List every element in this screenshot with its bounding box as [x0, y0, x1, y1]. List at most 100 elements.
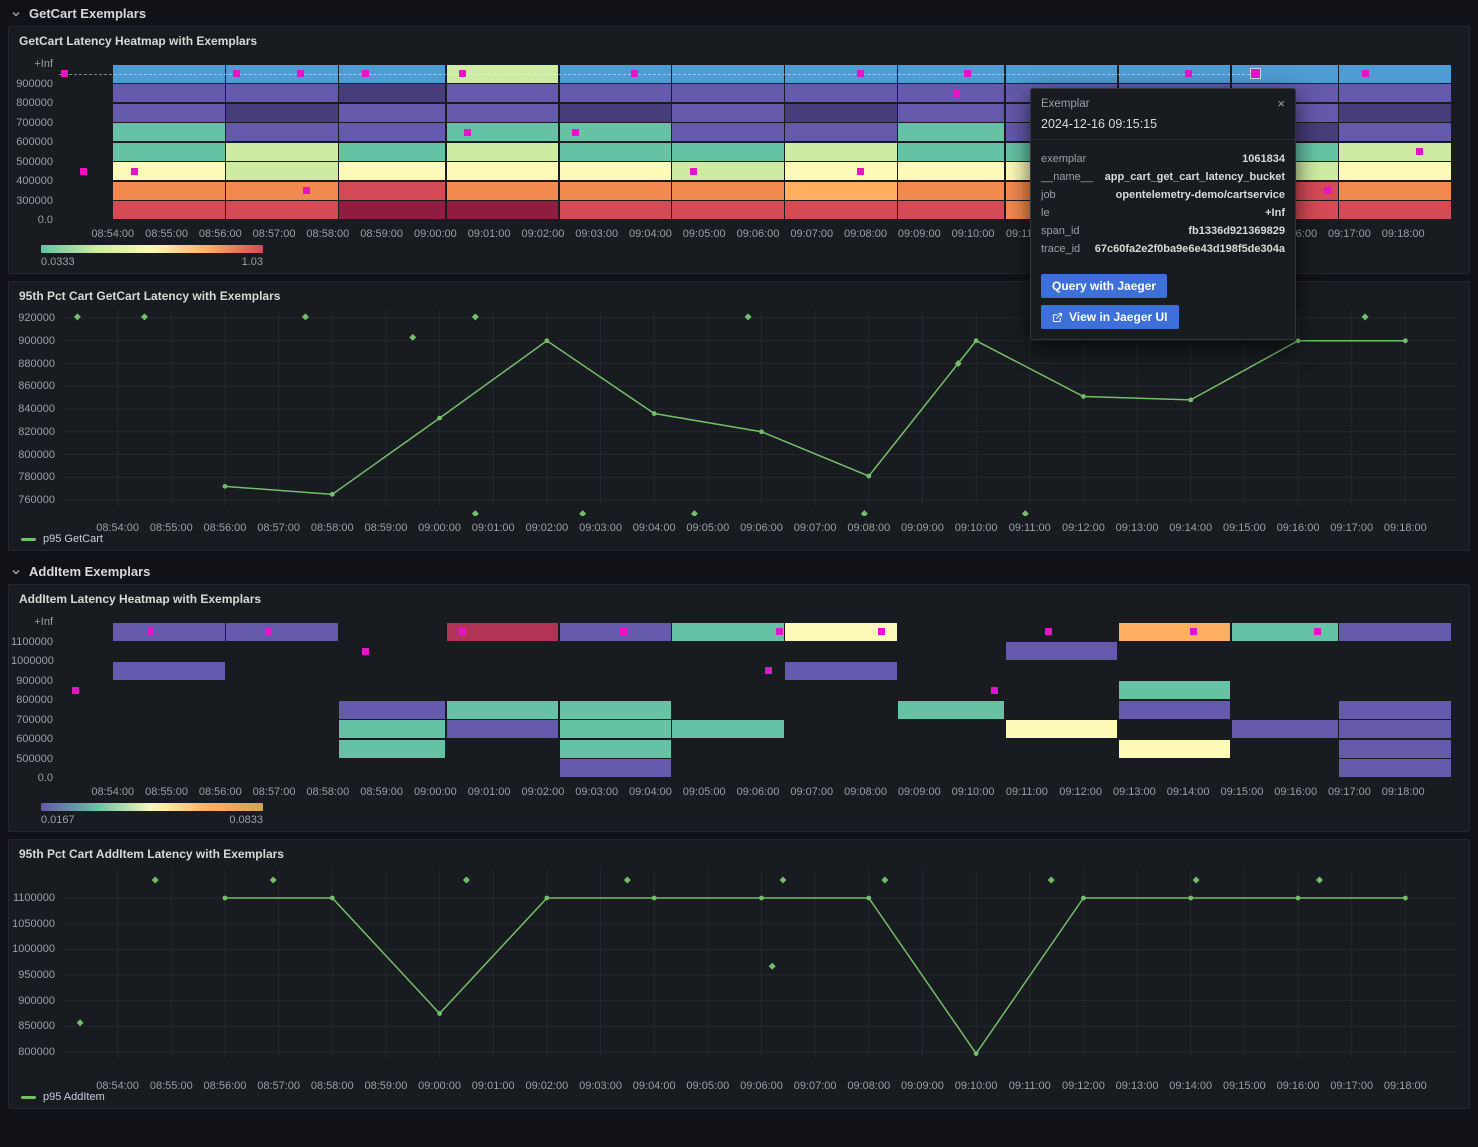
heatmap-cell[interactable]	[1005, 720, 1118, 738]
heatmap-cell[interactable]	[339, 123, 446, 141]
heatmap-cell[interactable]	[113, 103, 225, 122]
heatmap-cell[interactable]	[559, 64, 671, 83]
heatmap-cell[interactable]	[559, 123, 671, 141]
heatmap-cell[interactable]	[1118, 700, 1231, 719]
heatmap-cell[interactable]	[898, 201, 1005, 219]
heatmap-cell[interactable]	[446, 64, 559, 83]
heatmap-cell[interactable]	[785, 201, 897, 219]
heatmap-cell[interactable]	[898, 103, 1005, 122]
heatmap-cell[interactable]	[898, 64, 1005, 83]
heatmap-cell[interactable]	[339, 720, 446, 738]
exemplar-diamond[interactable]	[140, 313, 148, 321]
exemplar-marker[interactable]	[964, 70, 972, 78]
exemplar-marker[interactable]	[1184, 70, 1192, 78]
exemplar-marker[interactable]	[878, 628, 886, 636]
heatmap-cell[interactable]	[672, 123, 784, 141]
heatmap-cell[interactable]	[559, 720, 671, 738]
heatmap-cell[interactable]	[1339, 622, 1451, 641]
heatmap-cell[interactable]	[672, 84, 784, 102]
heatmap-cell[interactable]	[226, 123, 338, 141]
heatmap-cell[interactable]	[785, 181, 897, 200]
legend-item-p95-additem[interactable]: p95 AddItem	[21, 1091, 105, 1103]
exemplar-diamond[interactable]	[1192, 876, 1200, 884]
heatmap-cell[interactable]	[559, 622, 671, 641]
exemplar-marker[interactable]	[458, 70, 466, 78]
heatmap-cell[interactable]	[1118, 739, 1231, 758]
heatmap-cell[interactable]	[1339, 201, 1451, 219]
exemplar-marker[interactable]	[71, 686, 79, 694]
exemplar-marker[interactable]	[361, 70, 369, 78]
heatmap-cell[interactable]	[785, 123, 897, 141]
heatmap-cell[interactable]	[898, 700, 1005, 719]
heatmap-cell[interactable]	[113, 162, 225, 180]
heatmap-cell[interactable]	[1339, 123, 1451, 141]
exemplar-diamond[interactable]	[768, 962, 776, 970]
exemplar-marker[interactable]	[1362, 70, 1370, 78]
panel-title[interactable]: 95th Pct Cart GetCart Latency with Exemp…	[19, 289, 281, 303]
exemplar-marker[interactable]	[464, 128, 472, 136]
heatmap-cell[interactable]	[446, 181, 559, 200]
heatmap-cell[interactable]	[226, 162, 338, 180]
exemplar-marker[interactable]	[458, 628, 466, 636]
heatmap-cell[interactable]	[1118, 64, 1231, 83]
heatmap-cell[interactable]	[1118, 681, 1231, 699]
view-in-jaeger-ui-button[interactable]: View in Jaeger UI	[1041, 305, 1179, 329]
heatmap-cell[interactable]	[1339, 700, 1451, 719]
heatmap-cell[interactable]	[559, 181, 671, 200]
heatmap-cell[interactable]	[1231, 622, 1338, 641]
exemplar-diamond[interactable]	[744, 313, 752, 321]
heatmap-cell[interactable]	[559, 759, 671, 777]
exemplar-marker[interactable]	[361, 647, 369, 655]
exemplar-diamond[interactable]	[623, 876, 631, 884]
exemplar-diamond[interactable]	[1316, 876, 1323, 884]
heatmap-cell[interactable]	[226, 622, 338, 641]
heatmap-cell[interactable]	[446, 123, 559, 141]
exemplar-diamond[interactable]	[579, 510, 587, 518]
heatmap-cell[interactable]	[226, 84, 338, 102]
exemplar-diamond[interactable]	[409, 333, 417, 341]
heatmap-cell[interactable]	[446, 201, 559, 219]
heatmap-cell[interactable]	[1231, 720, 1338, 738]
exemplar-marker[interactable]	[232, 70, 240, 78]
heatmap-cell[interactable]	[339, 84, 446, 102]
exemplar-marker[interactable]	[776, 628, 783, 636]
heatmap-cell[interactable]	[113, 84, 225, 102]
heatmap-cell[interactable]	[1339, 720, 1451, 738]
heatmap-cell[interactable]	[898, 142, 1005, 161]
exemplar-diamond[interactable]	[1361, 313, 1369, 321]
exemplar-marker[interactable]	[146, 628, 154, 636]
heatmap-cell[interactable]	[339, 201, 446, 219]
heatmap-cell[interactable]	[339, 103, 446, 122]
heatmap-cell[interactable]	[785, 142, 897, 161]
heatmap-cell[interactable]	[113, 142, 225, 161]
heatmap-cell[interactable]	[898, 162, 1005, 180]
heatmap-cell[interactable]	[1005, 642, 1118, 660]
exemplar-marker[interactable]	[302, 187, 310, 195]
heatmap-cell[interactable]	[1339, 64, 1451, 83]
heatmap-cell[interactable]	[113, 64, 225, 83]
exemplar-diamond[interactable]	[881, 876, 889, 884]
heatmap-cell[interactable]	[226, 201, 338, 219]
heatmap-cell[interactable]	[672, 162, 784, 180]
exemplar-diamond[interactable]	[779, 876, 787, 884]
heatmap-cell[interactable]	[1339, 142, 1451, 161]
heatmap-cell[interactable]	[785, 84, 897, 102]
panel-title[interactable]: AddItem Latency Heatmap with Exemplars	[19, 592, 262, 606]
exemplar-marker[interactable]	[991, 686, 999, 694]
exemplar-diamond[interactable]	[954, 360, 962, 367]
heatmap-cell[interactable]	[672, 622, 784, 641]
exemplar-marker[interactable]	[265, 628, 273, 636]
heatmap-cell[interactable]	[1005, 64, 1118, 83]
heatmap-cell[interactable]	[672, 64, 784, 83]
exemplar-marker[interactable]	[689, 167, 697, 175]
heatmap-cell[interactable]	[226, 103, 338, 122]
exemplar-diamond[interactable]	[462, 876, 470, 884]
exemplar-diamond[interactable]	[151, 876, 159, 884]
heatmap-cell[interactable]	[446, 720, 559, 738]
exemplar-diamond[interactable]	[1021, 510, 1029, 518]
exemplar-diamond[interactable]	[471, 510, 479, 518]
exemplar-marker[interactable]	[630, 70, 638, 78]
row-header-additem-exemplars[interactable]: AddItem Exemplars	[0, 558, 1478, 584]
heatmap-cell[interactable]	[672, 201, 784, 219]
heatmap-cell[interactable]	[1339, 103, 1451, 122]
